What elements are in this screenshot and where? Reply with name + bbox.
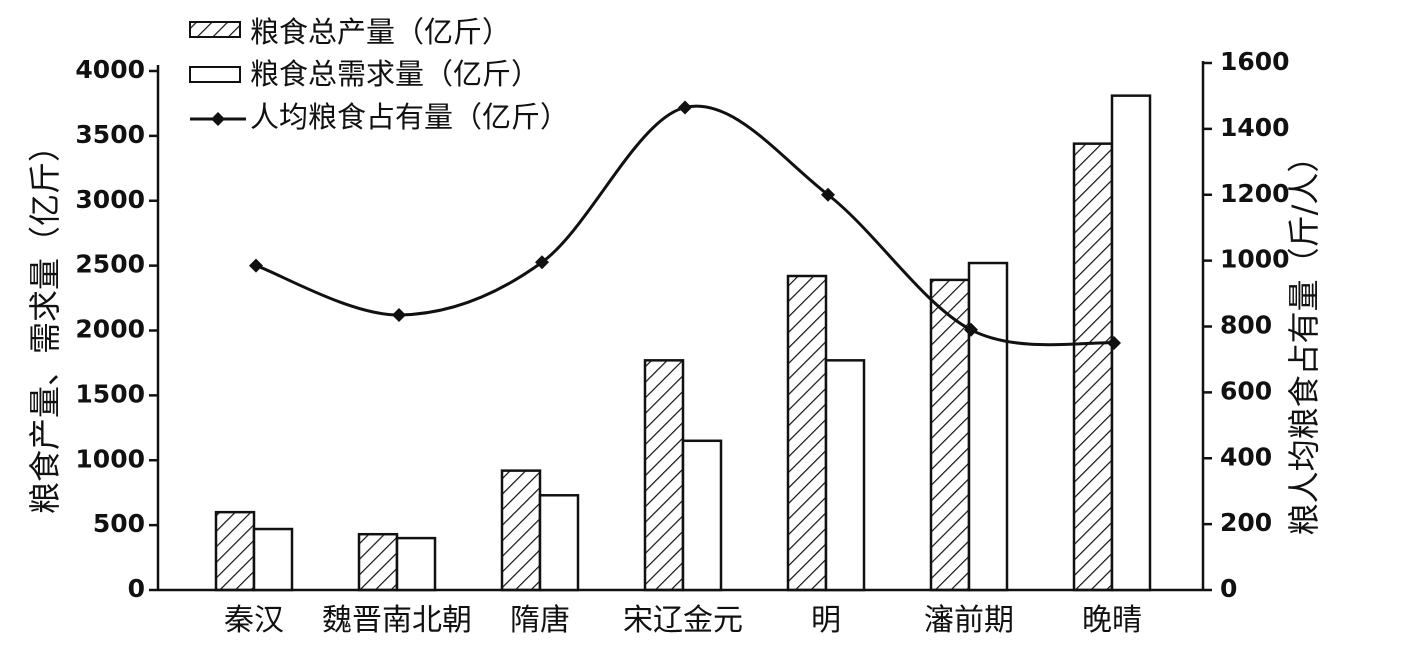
per-capita-marker — [1107, 335, 1121, 350]
bar-demand — [395, 536, 437, 592]
legend-label-production: 粮食总产量（亿斤） — [250, 15, 511, 49]
left-tick-label: 2500 — [75, 250, 145, 279]
right-tick-label: 200 — [1220, 508, 1272, 537]
bar-demand — [252, 527, 294, 592]
bar-production — [357, 532, 399, 592]
bar-production — [214, 510, 256, 592]
bar-demand — [538, 494, 580, 592]
left-tick-label: 3000 — [75, 185, 145, 214]
left-tick-label: 1000 — [75, 444, 145, 473]
per-capita-marker — [821, 187, 835, 202]
bar-production — [786, 274, 828, 592]
right-tick-label: 1600 — [1220, 47, 1290, 76]
left-axis-ticks: 0 500 1000 1500 2000 2500 3000 3500 4000 — [75, 55, 158, 603]
category-label: 宋辽金元 — [623, 603, 743, 638]
per-capita-marker — [249, 258, 263, 273]
right-axis-ticks: 0 200 400 600 800 1000 1200 1400 1600 — [1203, 47, 1290, 603]
bars — [214, 94, 1152, 592]
bar-production — [500, 469, 542, 592]
legend: 粮食总产量（亿斤） 粮食总需求量（亿斤） 人均粮食占有量（亿斤） — [189, 15, 569, 134]
category-label: 明 — [811, 603, 841, 638]
right-tick-label: 0 — [1220, 574, 1237, 603]
legend-label-per-capita: 人均粮食占有量（亿斤） — [250, 100, 569, 134]
per-capita-marker — [392, 307, 406, 322]
right-tick-label: 1000 — [1220, 245, 1290, 274]
bar-demand — [681, 439, 723, 592]
left-tick-label: 0 — [128, 574, 145, 603]
bar-production — [643, 359, 685, 592]
legend-item-demand: 粮食总需求量（亿斤） — [189, 57, 540, 91]
legend-swatch-hatched — [189, 21, 241, 38]
y-axis-title-left: 粮食产量、需求量（亿斤） — [26, 130, 64, 514]
left-tick-label: 500 — [93, 509, 145, 538]
legend-item-per-capita: 人均粮食占有量（亿斤） — [190, 100, 569, 134]
category-labels: 秦汉 魏晋南北朝 隋唐 宋辽金元 明 瀋前期 晚晴 — [224, 603, 1142, 638]
y-axis-title-right: 粮人均粮食占有量（斤/人） — [1285, 141, 1323, 536]
category-label: 秦汉 — [224, 603, 284, 638]
bar-demand — [824, 359, 866, 592]
legend-swatch-white — [189, 66, 241, 83]
per-capita-marker — [964, 322, 978, 337]
per-capita-marker — [678, 100, 692, 115]
right-tick-label: 800 — [1220, 311, 1272, 340]
category-label: 晚晴 — [1082, 603, 1142, 638]
legend-item-production: 粮食总产量（亿斤） — [189, 15, 511, 49]
per-capita-marker — [535, 255, 549, 270]
right-tick-label: 400 — [1220, 442, 1272, 471]
legend-diamond-marker — [211, 112, 225, 126]
legend-label-demand: 粮食总需求量（亿斤） — [250, 57, 540, 91]
bar-demand — [967, 261, 1009, 592]
bar-production — [1072, 142, 1114, 592]
right-tick-label: 1200 — [1220, 179, 1290, 208]
category-label: 瀋前期 — [924, 603, 1014, 638]
category-label: 魏晋南北朝 — [322, 603, 472, 638]
left-tick-label: 2000 — [75, 315, 145, 344]
left-tick-label: 3500 — [75, 120, 145, 149]
left-tick-label: 1500 — [75, 379, 145, 408]
left-tick-label: 4000 — [75, 55, 145, 84]
line-series — [249, 100, 1121, 350]
right-tick-label: 600 — [1220, 376, 1272, 405]
right-tick-label: 1400 — [1220, 113, 1290, 142]
category-label: 隋唐 — [510, 603, 570, 638]
bar-production — [929, 278, 971, 592]
